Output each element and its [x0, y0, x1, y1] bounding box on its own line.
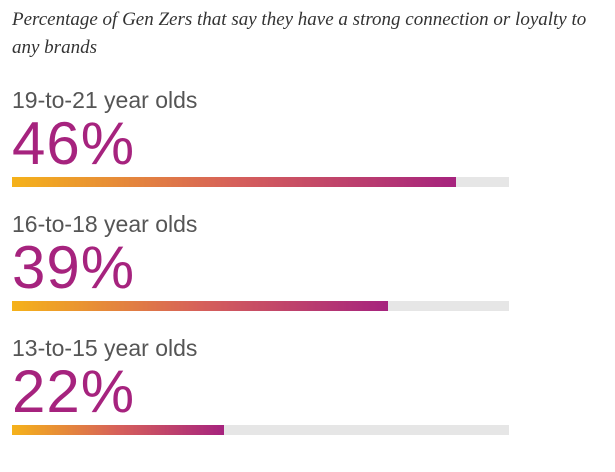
- value-label: 39%: [12, 234, 136, 301]
- bar-fill: [12, 425, 224, 435]
- category-label: 13-to-15 year olds: [12, 335, 198, 361]
- bar-fill: [12, 301, 388, 311]
- value-label: 46%: [12, 110, 136, 177]
- category-label: 16-to-18 year olds: [12, 211, 198, 237]
- bar-track: [12, 301, 509, 311]
- value-label: 22%: [12, 358, 136, 425]
- category-label: 19-to-21 year olds: [12, 87, 198, 113]
- bar-track: [12, 177, 509, 187]
- chart-title: Percentage of Gen Zers that say they hav…: [12, 9, 587, 58]
- bar-track: [12, 425, 509, 435]
- bar-fill: [12, 177, 456, 187]
